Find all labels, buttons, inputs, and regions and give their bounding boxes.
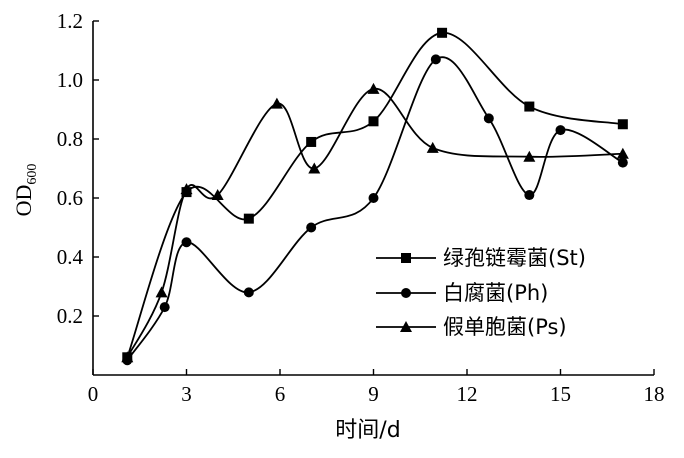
y-axis-title-sub: 600 <box>25 164 40 185</box>
circle-marker <box>524 190 535 201</box>
triangle-marker <box>616 147 629 159</box>
circle-marker <box>430 54 441 65</box>
circle-marker <box>368 193 379 203</box>
series-layer <box>121 27 629 366</box>
legend-triangle-marker <box>400 321 412 332</box>
series-2 <box>122 54 628 366</box>
square-marker <box>243 213 254 224</box>
series-3 <box>121 82 629 363</box>
y-tick-label: 0.8 <box>57 127 83 151</box>
legend-circle-marker <box>401 288 411 298</box>
x-tick-label: 3 <box>181 382 192 406</box>
triangle-marker <box>211 189 224 201</box>
circle-marker <box>483 113 494 124</box>
triangle-marker <box>121 351 134 363</box>
x-tick-label: 6 <box>275 382 286 406</box>
legend-square-marker <box>401 253 411 263</box>
triangle-marker <box>270 97 283 109</box>
triangle-marker <box>367 82 380 94</box>
triangle-marker <box>180 183 193 195</box>
legend-label: 绿孢链霉菌(St) <box>443 246 586 270</box>
legend-label: 白腐菌(Ph) <box>443 281 548 305</box>
triangle-marker <box>523 150 536 162</box>
legend-label: 假单胞菌(Ps) <box>443 315 567 339</box>
triangle-marker <box>426 141 439 153</box>
square-marker <box>437 27 448 38</box>
square-marker <box>368 116 379 127</box>
circle-marker <box>181 237 192 248</box>
x-tick-label: 12 <box>457 382 478 406</box>
y-tick-label: 1.2 <box>57 9 83 33</box>
square-marker <box>617 119 628 130</box>
legend-item: 白腐菌(Ph) <box>376 281 548 305</box>
circle-marker <box>159 302 170 313</box>
circle-marker <box>617 157 628 168</box>
legend: 绿孢链霉菌(St) 白腐菌(Ph) 假单胞菌(Ps) <box>376 246 586 339</box>
y-tick-label: 0.6 <box>57 186 83 210</box>
circle-marker <box>306 222 317 233</box>
square-marker <box>306 136 317 147</box>
circle-marker <box>243 287 254 298</box>
y-tick-label: 0.4 <box>57 245 84 269</box>
svg-text:OD600: OD600 <box>11 164 40 217</box>
x-tick-label: 18 <box>644 382 665 406</box>
legend-item: 绿孢链霉菌(St) <box>376 246 586 270</box>
legend-item: 假单胞菌(Ps) <box>376 315 567 339</box>
y-axis-title: OD600 <box>11 164 40 217</box>
ticks: 0 3 6 9 12 15 18 0.2 0.4 0.6 0.8 1.0 1.2 <box>57 9 665 406</box>
x-tick-label: 0 <box>88 382 99 406</box>
series-line <box>126 87 623 358</box>
x-tick-label: 9 <box>368 382 379 406</box>
y-axis-title-main: OD <box>11 185 36 217</box>
y-tick-label: 1.0 <box>57 68 83 92</box>
square-marker <box>524 101 535 112</box>
triangle-marker <box>155 286 168 298</box>
x-tick-label: 15 <box>550 382 571 406</box>
x-axis-title: 时间/d <box>335 418 400 443</box>
triangle-marker <box>308 162 321 174</box>
y-tick-label: 0.2 <box>57 304 83 328</box>
circle-marker <box>555 125 566 136</box>
